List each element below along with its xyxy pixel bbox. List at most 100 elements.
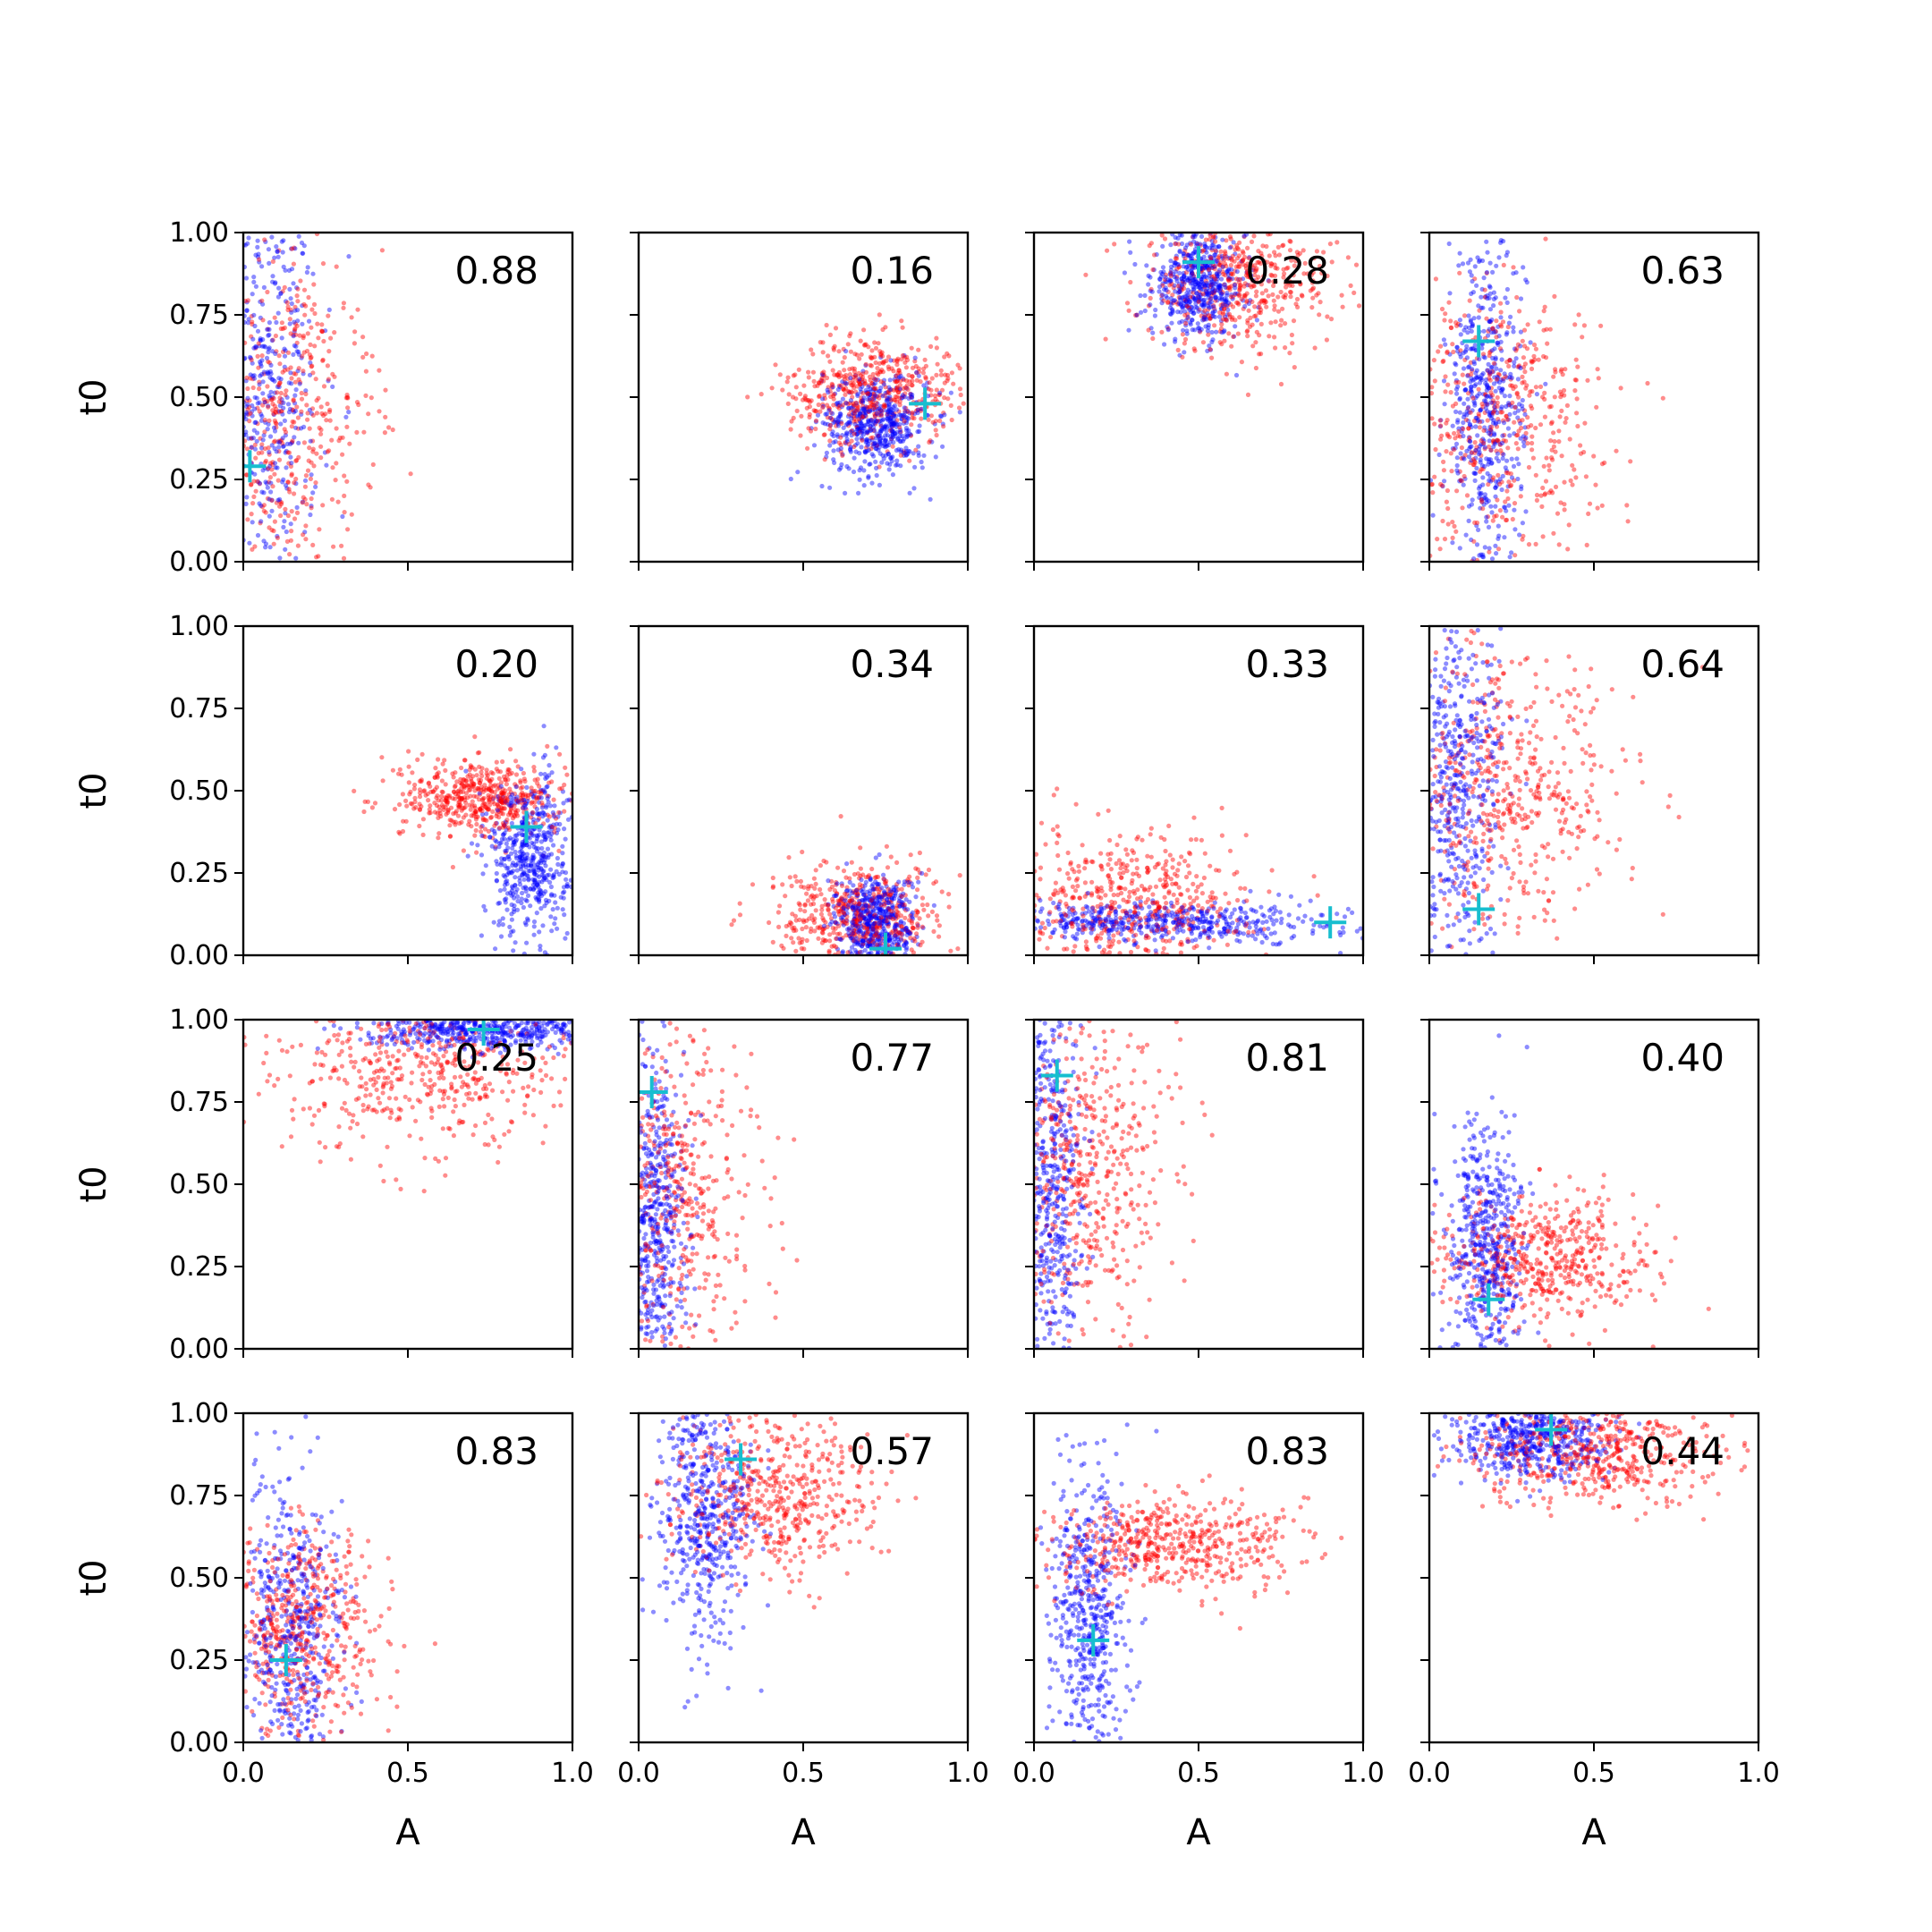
blue-point (1543, 381, 1548, 386)
red-point (262, 418, 267, 423)
blue-point (497, 841, 503, 846)
red-point (1469, 371, 1474, 377)
red-point (1287, 351, 1292, 356)
blue-point (1148, 275, 1153, 280)
red-point (834, 423, 839, 428)
red-point (408, 789, 413, 794)
red-point (492, 801, 497, 807)
blue-point (1501, 452, 1506, 457)
red-point (282, 284, 287, 290)
blue-point (894, 422, 900, 428)
blue-point (1476, 527, 1481, 533)
red-point (901, 449, 907, 454)
red-point (847, 380, 852, 386)
red-point (1432, 474, 1437, 479)
blue-point (1170, 309, 1175, 315)
blue-point (1200, 318, 1206, 323)
blue-point (288, 441, 293, 446)
blue-point (831, 433, 836, 438)
red-point (1250, 266, 1256, 271)
blue-point (1191, 234, 1196, 240)
blue-point (1487, 438, 1492, 444)
red-point (294, 404, 300, 410)
blue-point (289, 309, 294, 315)
red-point (1553, 367, 1558, 372)
blue-point (835, 434, 841, 439)
red-point (916, 369, 922, 375)
blue-point (1472, 402, 1478, 408)
red-point (1266, 293, 1271, 299)
red-point (299, 396, 305, 402)
blue-point (1207, 245, 1212, 250)
red-point (902, 391, 908, 396)
red-point (855, 404, 860, 410)
blue-point (1502, 504, 1508, 511)
red-point (470, 799, 475, 804)
red-point (1226, 278, 1232, 284)
red-point (290, 407, 295, 412)
red-point (1258, 260, 1264, 267)
blue-point (1453, 377, 1459, 383)
blue-point (1188, 320, 1193, 326)
blue-point (1473, 415, 1479, 420)
blue-point (1496, 255, 1502, 260)
blue-point (906, 428, 911, 433)
red-point (490, 771, 496, 776)
red-point (341, 301, 346, 306)
blue-point (1470, 278, 1475, 284)
blue-point (1198, 284, 1203, 290)
red-point (303, 391, 309, 397)
red-point (1562, 479, 1567, 485)
red-point (469, 824, 474, 829)
blue-point (289, 461, 294, 466)
blue-point (1480, 475, 1486, 480)
blue-point (299, 240, 305, 246)
blue-point (1480, 442, 1486, 447)
blue-point (1191, 284, 1196, 290)
blue-point (1194, 305, 1200, 310)
red-point (1543, 236, 1548, 242)
red-point (496, 815, 502, 820)
blue-point (887, 419, 893, 424)
blue-point (852, 421, 858, 427)
blue-point (1208, 347, 1214, 352)
red-point (1180, 332, 1185, 337)
blue-point (1482, 355, 1487, 360)
red-point (881, 359, 886, 364)
red-point (1248, 315, 1253, 320)
red-point (1283, 321, 1288, 326)
blue-point (873, 445, 878, 452)
blue-point (857, 468, 862, 473)
red-point (845, 342, 851, 347)
red-point (443, 794, 448, 801)
y-tick-label: 0.25 (169, 858, 229, 889)
blue-point (507, 835, 513, 841)
blue-point (1481, 502, 1487, 507)
blue-point (827, 443, 833, 448)
blue-point (1182, 279, 1187, 284)
red-point (273, 420, 278, 426)
blue-point (1464, 343, 1470, 349)
red-point (300, 353, 305, 359)
blue-point (326, 307, 332, 312)
blue-point (1487, 394, 1493, 399)
blue-point (854, 432, 860, 437)
blue-point (281, 400, 286, 405)
blue-point (1480, 371, 1486, 377)
blue-point (883, 438, 888, 444)
blue-point (1485, 333, 1491, 338)
blue-point (245, 320, 251, 326)
blue-point (1471, 361, 1478, 367)
blue-point (887, 421, 893, 427)
blue-point (1233, 291, 1238, 296)
blue-point (895, 376, 902, 381)
red-point (455, 802, 461, 808)
red-point (462, 758, 468, 763)
blue-point (860, 400, 866, 405)
blue-point (1479, 258, 1486, 264)
red-point (825, 402, 830, 408)
blue-point (542, 858, 547, 863)
red-point (858, 377, 863, 383)
red-point (317, 425, 322, 430)
blue-point (551, 843, 556, 848)
